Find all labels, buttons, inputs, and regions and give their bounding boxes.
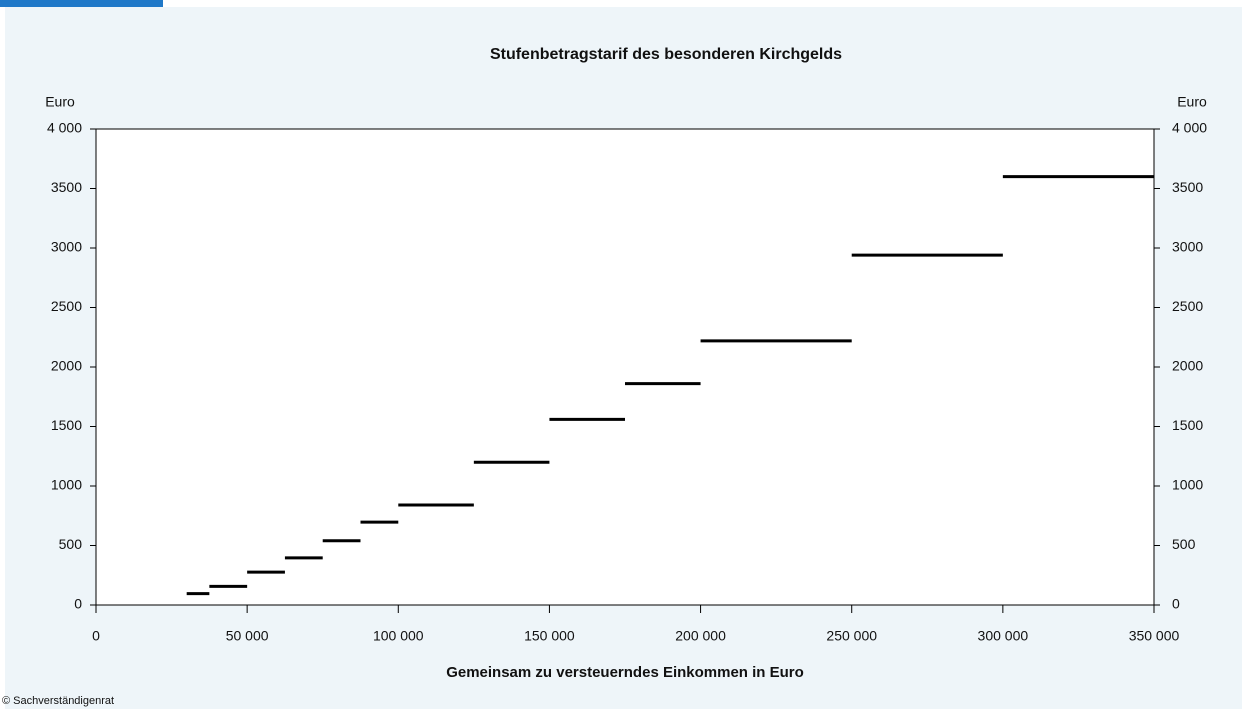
y2-tick-label: 2500: [1172, 298, 1203, 314]
chart-title: Stufenbetragstarif des besonderen Kirchg…: [490, 46, 842, 63]
header-tab: [0, 0, 163, 7]
y2-tick-label: 0: [1172, 596, 1180, 612]
y2-tick-label: 3500: [1172, 179, 1203, 195]
y-tick-label: 0: [74, 596, 82, 612]
y-axis-unit: Euro: [45, 94, 75, 110]
y2-tick-label: 500: [1172, 536, 1196, 552]
x-tick-label: 0: [92, 628, 100, 644]
y-tick-label: 2500: [51, 298, 82, 314]
y2-tick-label: 3000: [1172, 239, 1203, 255]
x-tick-label: 200 000: [675, 628, 726, 644]
y2-tick-label: 1500: [1172, 417, 1203, 433]
x-tick-label: 150 000: [524, 628, 575, 644]
x-tick-label: 100 000: [373, 628, 424, 644]
y2-axis-unit: Euro: [1177, 94, 1207, 110]
y2-tick-label: 4 000: [1172, 120, 1207, 136]
source-note: © Sachverständigenrat: [2, 695, 114, 707]
y-tick-label: 2000: [51, 358, 82, 374]
y-tick-label: 4 000: [47, 120, 82, 136]
x-tick-label: 350 000: [1129, 628, 1180, 644]
y2-tick-label: 2000: [1172, 358, 1203, 374]
y-tick-label: 1000: [51, 477, 82, 493]
x-tick-label: 50 000: [226, 628, 269, 644]
y-tick-label: 3500: [51, 179, 82, 195]
x-tick-label: 250 000: [826, 628, 877, 644]
y-tick-label: 500: [59, 536, 83, 552]
x-axis-label: Gemeinsam zu versteuerndes Einkommen in …: [446, 664, 804, 681]
y-tick-label: 1500: [51, 417, 82, 433]
x-tick-label: 300 000: [978, 628, 1029, 644]
plot-area: [95, 128, 1155, 606]
y2-tick-label: 1000: [1172, 477, 1203, 493]
y-tick-label: 3000: [51, 239, 82, 255]
